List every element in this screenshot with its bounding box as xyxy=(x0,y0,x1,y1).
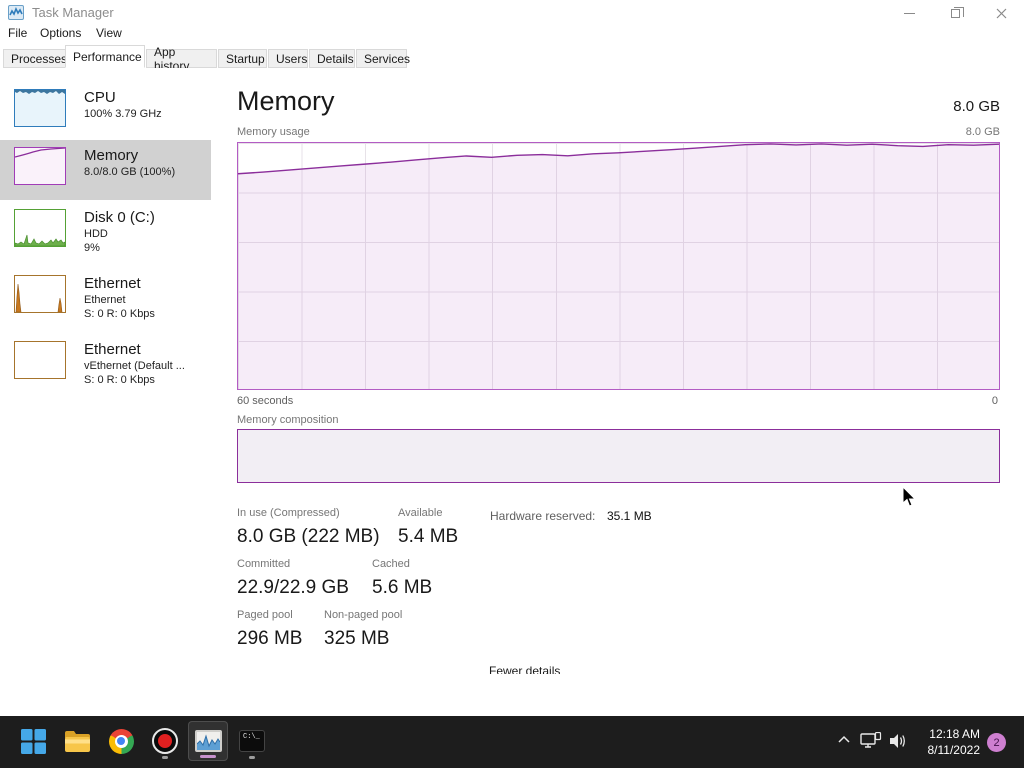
task-manager-taskbar-button[interactable] xyxy=(188,721,228,761)
task-manager-app-icon xyxy=(8,5,24,20)
tab-startup[interactable]: Startup xyxy=(218,49,267,68)
composition-label: Memory composition xyxy=(237,414,339,426)
memory-mini-chart-icon xyxy=(14,147,66,185)
tray-chevron-up-icon[interactable] xyxy=(836,732,852,753)
sidebar-item-ethernet[interactable]: Ethernet Ethernet S: 0 R: 0 Kbps xyxy=(0,268,211,332)
committed-label: Committed xyxy=(237,558,291,570)
disk-mini-chart-icon xyxy=(14,209,66,247)
vethernet-mini-chart-icon xyxy=(14,341,66,379)
tab-users[interactable]: Users xyxy=(268,49,308,68)
terminal-prompt-text: C:\_ xyxy=(243,733,260,741)
sidebar-item-memory[interactable]: Memory 8.0/8.0 GB (100%) xyxy=(0,140,211,200)
disk-sub1: HDD xyxy=(84,228,108,240)
restore-button[interactable] xyxy=(932,0,978,26)
cpu-mini-chart-icon xyxy=(14,89,66,127)
ethernet1-title: Ethernet xyxy=(84,275,141,292)
tab-processes[interactable]: Processes xyxy=(3,49,67,68)
memory-composition-bar[interactable] xyxy=(237,429,1000,483)
sidebar-item-cpu[interactable]: CPU 100% 3.79 GHz xyxy=(0,82,211,140)
ethernet2-sub2: S: 0 R: 0 Kbps xyxy=(84,374,155,386)
cached-label: Cached xyxy=(372,558,410,570)
hardware-reserved-value: 35.1 MB xyxy=(607,509,652,523)
clock-date: 8/11/2022 xyxy=(927,743,981,757)
disk-title: Disk 0 (C:) xyxy=(84,209,155,226)
memory-total: 8.0 GB xyxy=(953,98,1000,115)
notification-badge[interactable]: 2 xyxy=(987,733,1006,752)
taskbar-clock[interactable]: 12:18 AM 8/11/2022 xyxy=(928,726,981,758)
ethernet2-title: Ethernet xyxy=(84,341,141,358)
cached-value: 5.6 MB xyxy=(372,577,433,598)
minimize-button[interactable] xyxy=(886,0,932,26)
tab-app-history[interactable]: App history xyxy=(146,45,217,73)
active-running-indicator xyxy=(200,755,216,758)
nonpaged-pool-label: Non-paged pool xyxy=(324,609,403,621)
sidebar-item-vethernet[interactable]: Ethernet vEthernet (Default ... S: 0 R: … xyxy=(0,334,211,398)
cpu-sub: 100% 3.79 GHz xyxy=(84,108,162,120)
stat-nonpaged-pool: Non-paged pool 325 MB xyxy=(324,609,402,650)
tab-services[interactable]: Services xyxy=(356,49,410,68)
stat-cached: Cached 5.6 MB xyxy=(372,558,432,599)
ethernet1-sub1: Ethernet xyxy=(84,294,126,306)
window-title: Task Manager xyxy=(32,5,114,20)
tray-volume-icon[interactable] xyxy=(888,732,908,755)
paged-pool-label: Paged pool xyxy=(237,609,293,621)
task-manager-icon xyxy=(194,730,222,752)
chrome-button[interactable] xyxy=(101,721,141,761)
screen-recorder-button[interactable] xyxy=(145,721,185,761)
usage-chart-label: Memory usage xyxy=(237,126,310,138)
file-explorer-icon xyxy=(64,730,90,752)
stat-available: Available 5.4 MB xyxy=(398,507,458,548)
tab-performance[interactable]: Performance xyxy=(65,45,145,68)
memory-usage-line xyxy=(238,143,999,389)
nonpaged-pool-value: 325 MB xyxy=(324,628,390,649)
tab-bar: Processes Performance App history Startu… xyxy=(0,45,1024,73)
cpu-title: CPU xyxy=(84,89,116,106)
page-title: Memory xyxy=(237,86,335,116)
committed-value: 22.9/22.9 GB xyxy=(237,577,349,598)
in-use-value: 8.0 GB (222 MB) xyxy=(237,526,380,547)
stat-in-use: In use (Compressed) 8.0 GB (222 MB) xyxy=(237,507,380,548)
chrome-icon xyxy=(108,728,134,754)
terminal-button[interactable]: C:\_ xyxy=(232,721,272,761)
running-indicator xyxy=(249,756,255,759)
running-indicator xyxy=(162,756,168,759)
taskbar: C:\_ 12:18 AM 8/11/2022 2 xyxy=(0,716,1024,768)
sidebar-item-disk0[interactable]: Disk 0 (C:) HDD 9% xyxy=(0,202,211,266)
file-explorer-button[interactable] xyxy=(57,721,97,761)
memory-sub: 8.0/8.0 GB (100%) xyxy=(84,166,176,178)
stat-hardware-reserved: Hardware reserved: 35.1 MB xyxy=(490,509,652,523)
tab-details[interactable]: Details xyxy=(309,49,355,68)
memory-title: Memory xyxy=(84,147,139,164)
stat-paged-pool: Paged pool 296 MB xyxy=(237,609,302,650)
x-axis-left-label: 60 seconds xyxy=(237,395,294,407)
available-label: Available xyxy=(398,507,443,519)
menu-bar: File Options View xyxy=(0,26,1024,44)
ethernet2-sub1: vEthernet (Default ... xyxy=(84,360,185,372)
in-use-label: In use (Compressed) xyxy=(237,507,340,519)
paged-pool-value: 296 MB xyxy=(237,628,303,649)
performance-sidebar: CPU 100% 3.79 GHz Memory 8.0/8.0 GB (100… xyxy=(0,68,226,716)
available-value: 5.4 MB xyxy=(398,526,459,547)
ethernet1-sub2: S: 0 R: 0 Kbps xyxy=(84,308,155,320)
title-bar[interactable]: Task Manager xyxy=(0,0,1024,26)
memory-panel: Memory 8.0 GB Memory usage 8.0 GB 60 sec… xyxy=(237,68,1000,716)
usage-chart-max: 8.0 GB xyxy=(965,126,1000,138)
start-button[interactable] xyxy=(13,721,53,761)
close-button[interactable] xyxy=(978,0,1024,26)
windows-start-icon xyxy=(20,728,46,754)
disk-sub2: 9% xyxy=(84,242,100,254)
terminal-icon: C:\_ xyxy=(239,730,265,752)
menu-options[interactable]: Options xyxy=(40,26,82,40)
ethernet-mini-chart-icon xyxy=(14,275,66,313)
fewer-details-link[interactable]: Fewer details xyxy=(489,664,561,674)
menu-file[interactable]: File xyxy=(8,26,28,40)
x-axis-right-label: 0 xyxy=(991,395,998,407)
hardware-reserved-label: Hardware reserved: xyxy=(490,509,596,523)
tray-network-icon[interactable] xyxy=(860,731,882,755)
record-icon xyxy=(152,728,178,754)
clock-time: 12:18 AM xyxy=(929,727,980,741)
stat-committed: Committed 22.9/22.9 GB xyxy=(237,558,349,599)
menu-view[interactable]: View xyxy=(96,26,122,40)
memory-usage-chart[interactable] xyxy=(237,142,1000,390)
